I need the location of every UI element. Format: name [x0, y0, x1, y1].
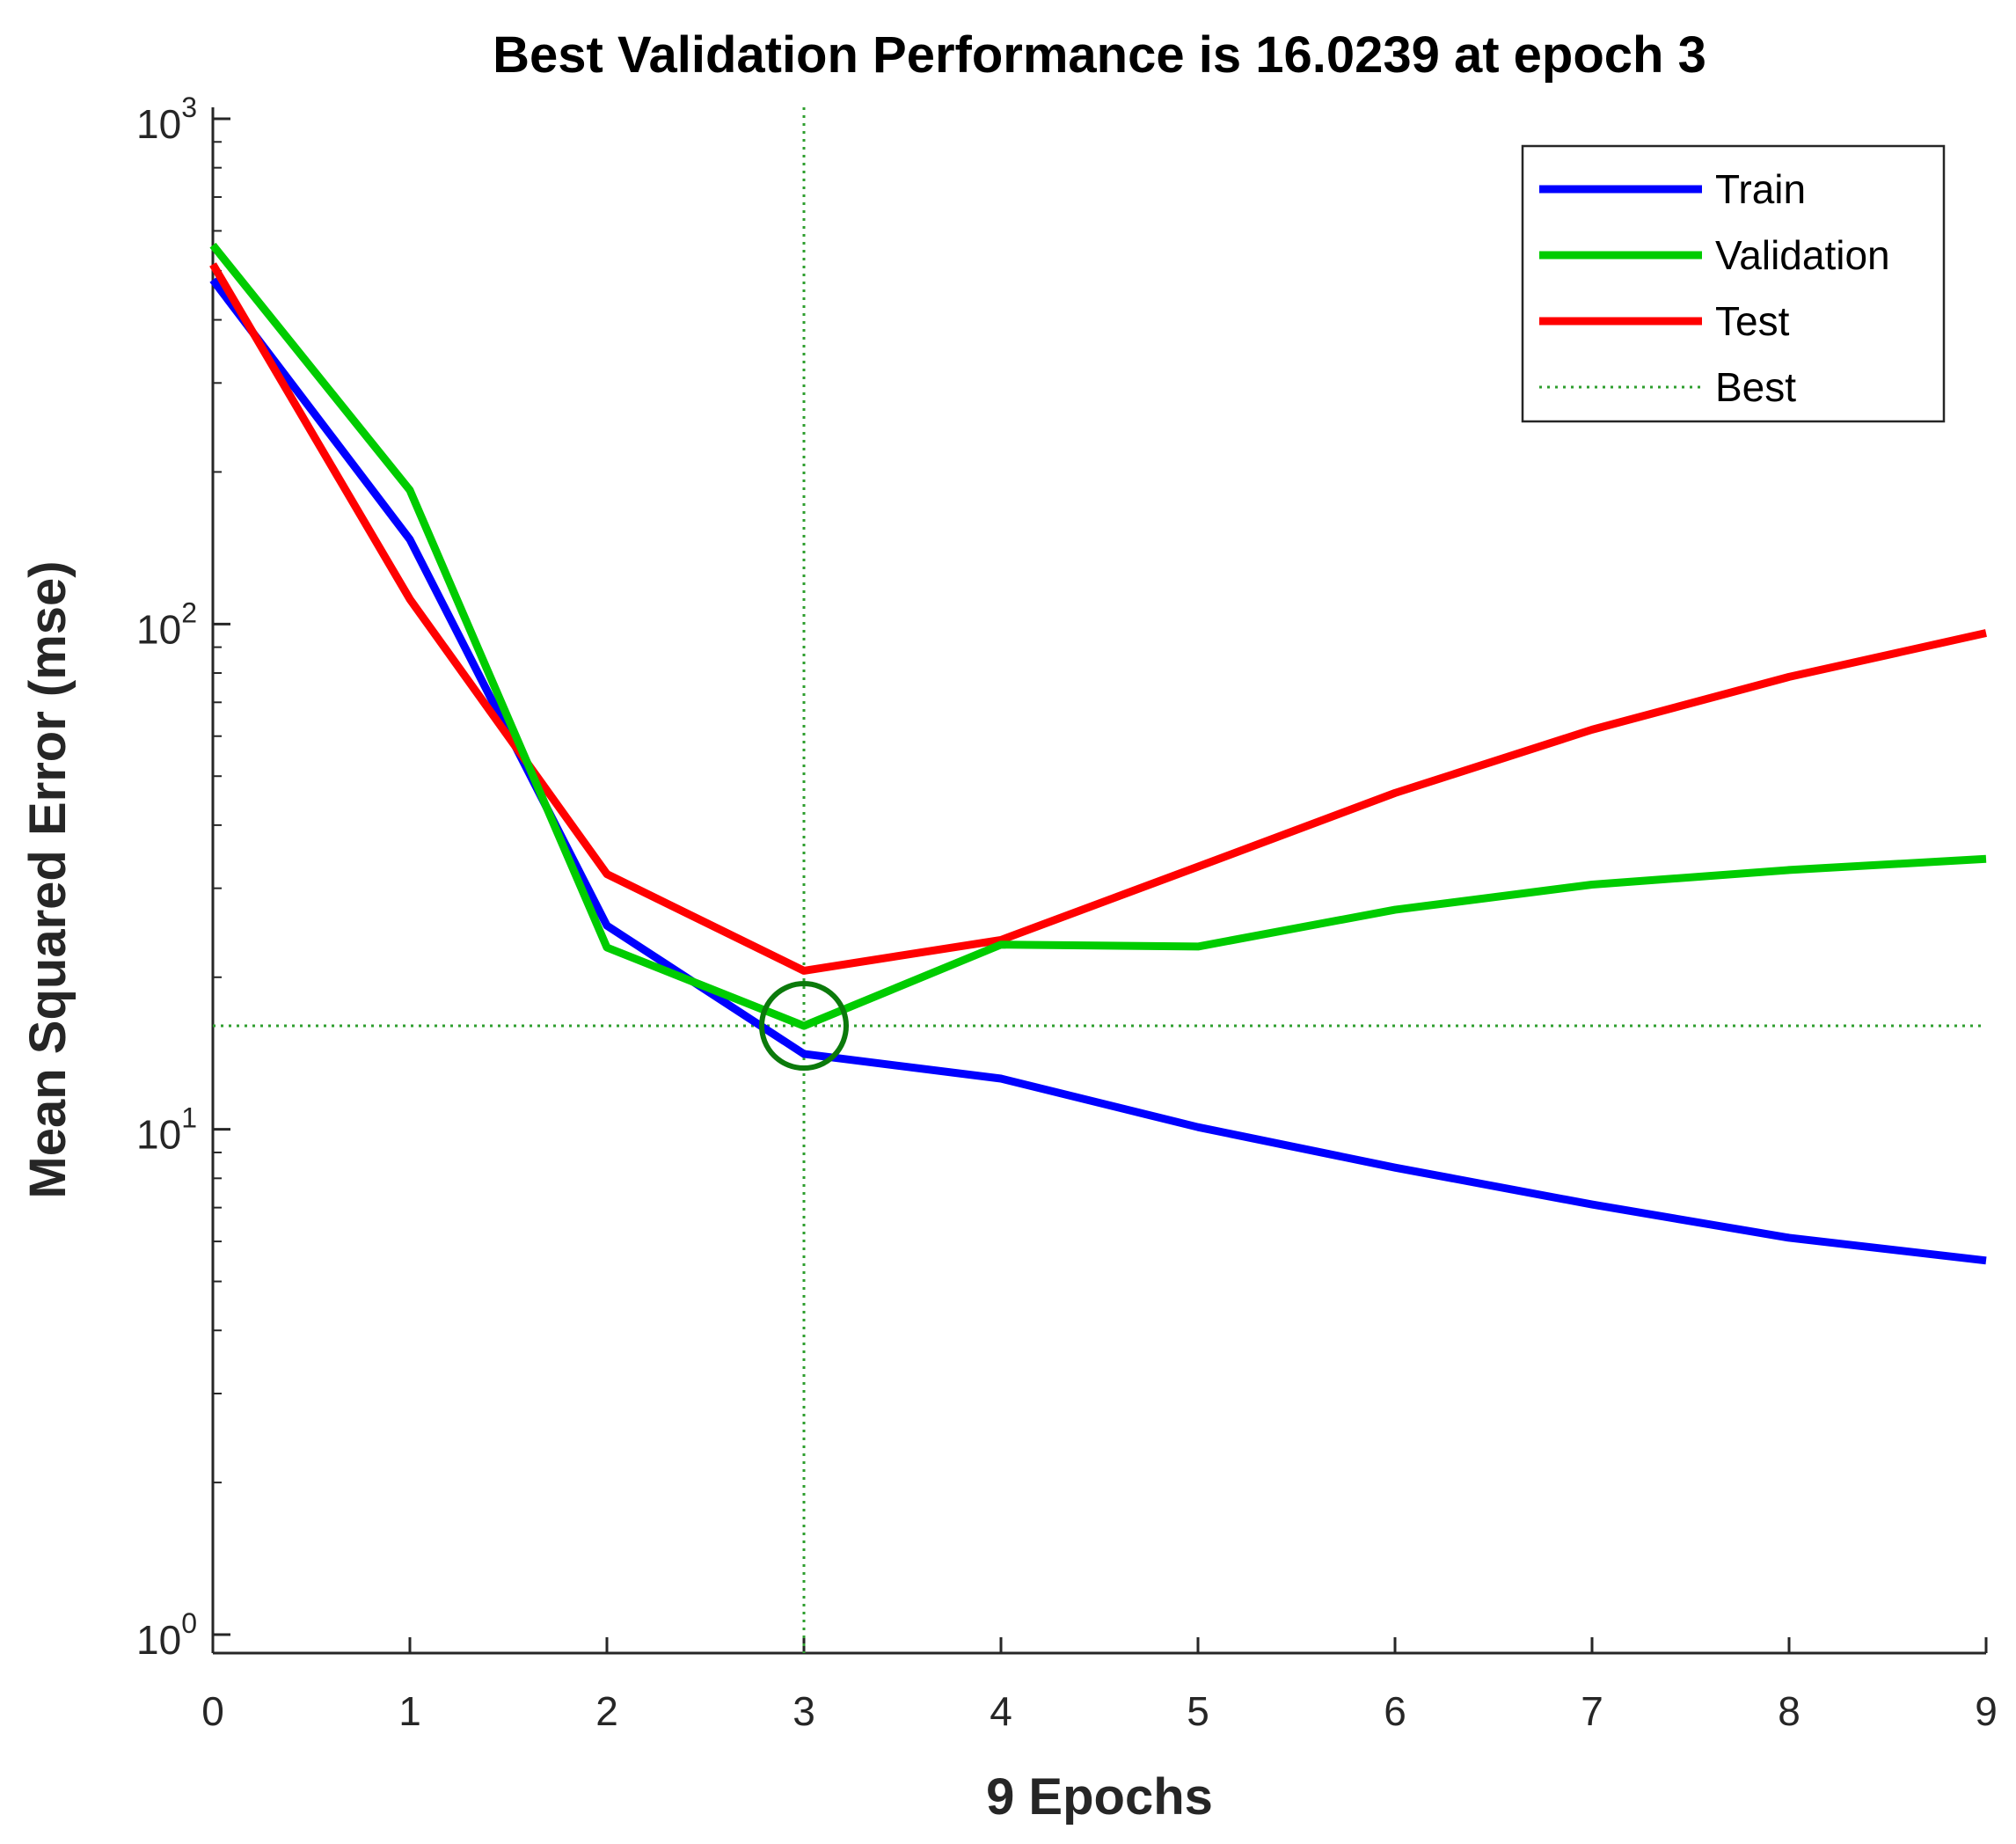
best-marker: [759, 981, 849, 1072]
legend: Train Validation Test Best: [1521, 144, 1946, 423]
y-axis-label: Mean Squared Error (mse): [19, 560, 77, 1198]
y-tick-label: 102: [136, 596, 197, 652]
y-tick-exponent: 2: [181, 596, 197, 628]
series-line-validation: [209, 242, 1987, 1030]
y-tick-label: 101: [136, 1102, 197, 1158]
x-tick-label: 4: [990, 1688, 1012, 1734]
y-tick-base: 10: [136, 606, 181, 652]
y-tick-base: 10: [136, 1112, 181, 1158]
x-tick-label: 7: [1581, 1688, 1603, 1734]
x-tick-label: 6: [1384, 1688, 1406, 1734]
y-tick-exponent: 0: [181, 1607, 197, 1639]
x-tick-label: 5: [1187, 1688, 1209, 1734]
y-tick-base: 10: [136, 101, 181, 147]
legend-label-validation: Validation: [1715, 232, 1890, 278]
series-line-train: [209, 277, 1987, 1265]
y-tick-label: 100: [136, 1607, 197, 1663]
x-tick-label: 0: [201, 1688, 224, 1734]
x-axis-label: 9 Epochs: [986, 1768, 1213, 1826]
legend-label-test: Test: [1715, 298, 1790, 344]
y-tick-label: 103: [136, 91, 197, 147]
x-tick-label: 9: [1975, 1688, 1998, 1734]
legend-label-best: Best: [1715, 364, 1796, 410]
x-tick-label: 1: [398, 1688, 421, 1734]
x-tick-label: 8: [1778, 1688, 1801, 1734]
y-tick-exponent: 1: [181, 1102, 197, 1134]
x-tick-label: 3: [793, 1688, 815, 1734]
legend-label-train: Train: [1715, 166, 1806, 212]
chart-title: Best Validation Performance is 16.0239 a…: [493, 26, 1706, 84]
series-line-test: [209, 262, 1987, 975]
x-tick-label: 2: [595, 1688, 618, 1734]
y-tick-base: 10: [136, 1617, 181, 1663]
y-tick-exponent: 3: [181, 91, 197, 123]
